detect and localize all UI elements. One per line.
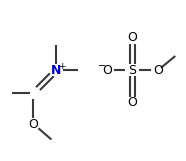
Text: O: O	[102, 64, 112, 77]
Text: N: N	[51, 64, 62, 77]
Text: O: O	[127, 31, 137, 44]
Text: S: S	[128, 64, 136, 77]
Text: O: O	[153, 64, 163, 77]
Text: O: O	[127, 96, 137, 109]
Text: O: O	[28, 118, 38, 131]
Text: +: +	[58, 62, 66, 71]
Text: −: −	[97, 61, 106, 71]
